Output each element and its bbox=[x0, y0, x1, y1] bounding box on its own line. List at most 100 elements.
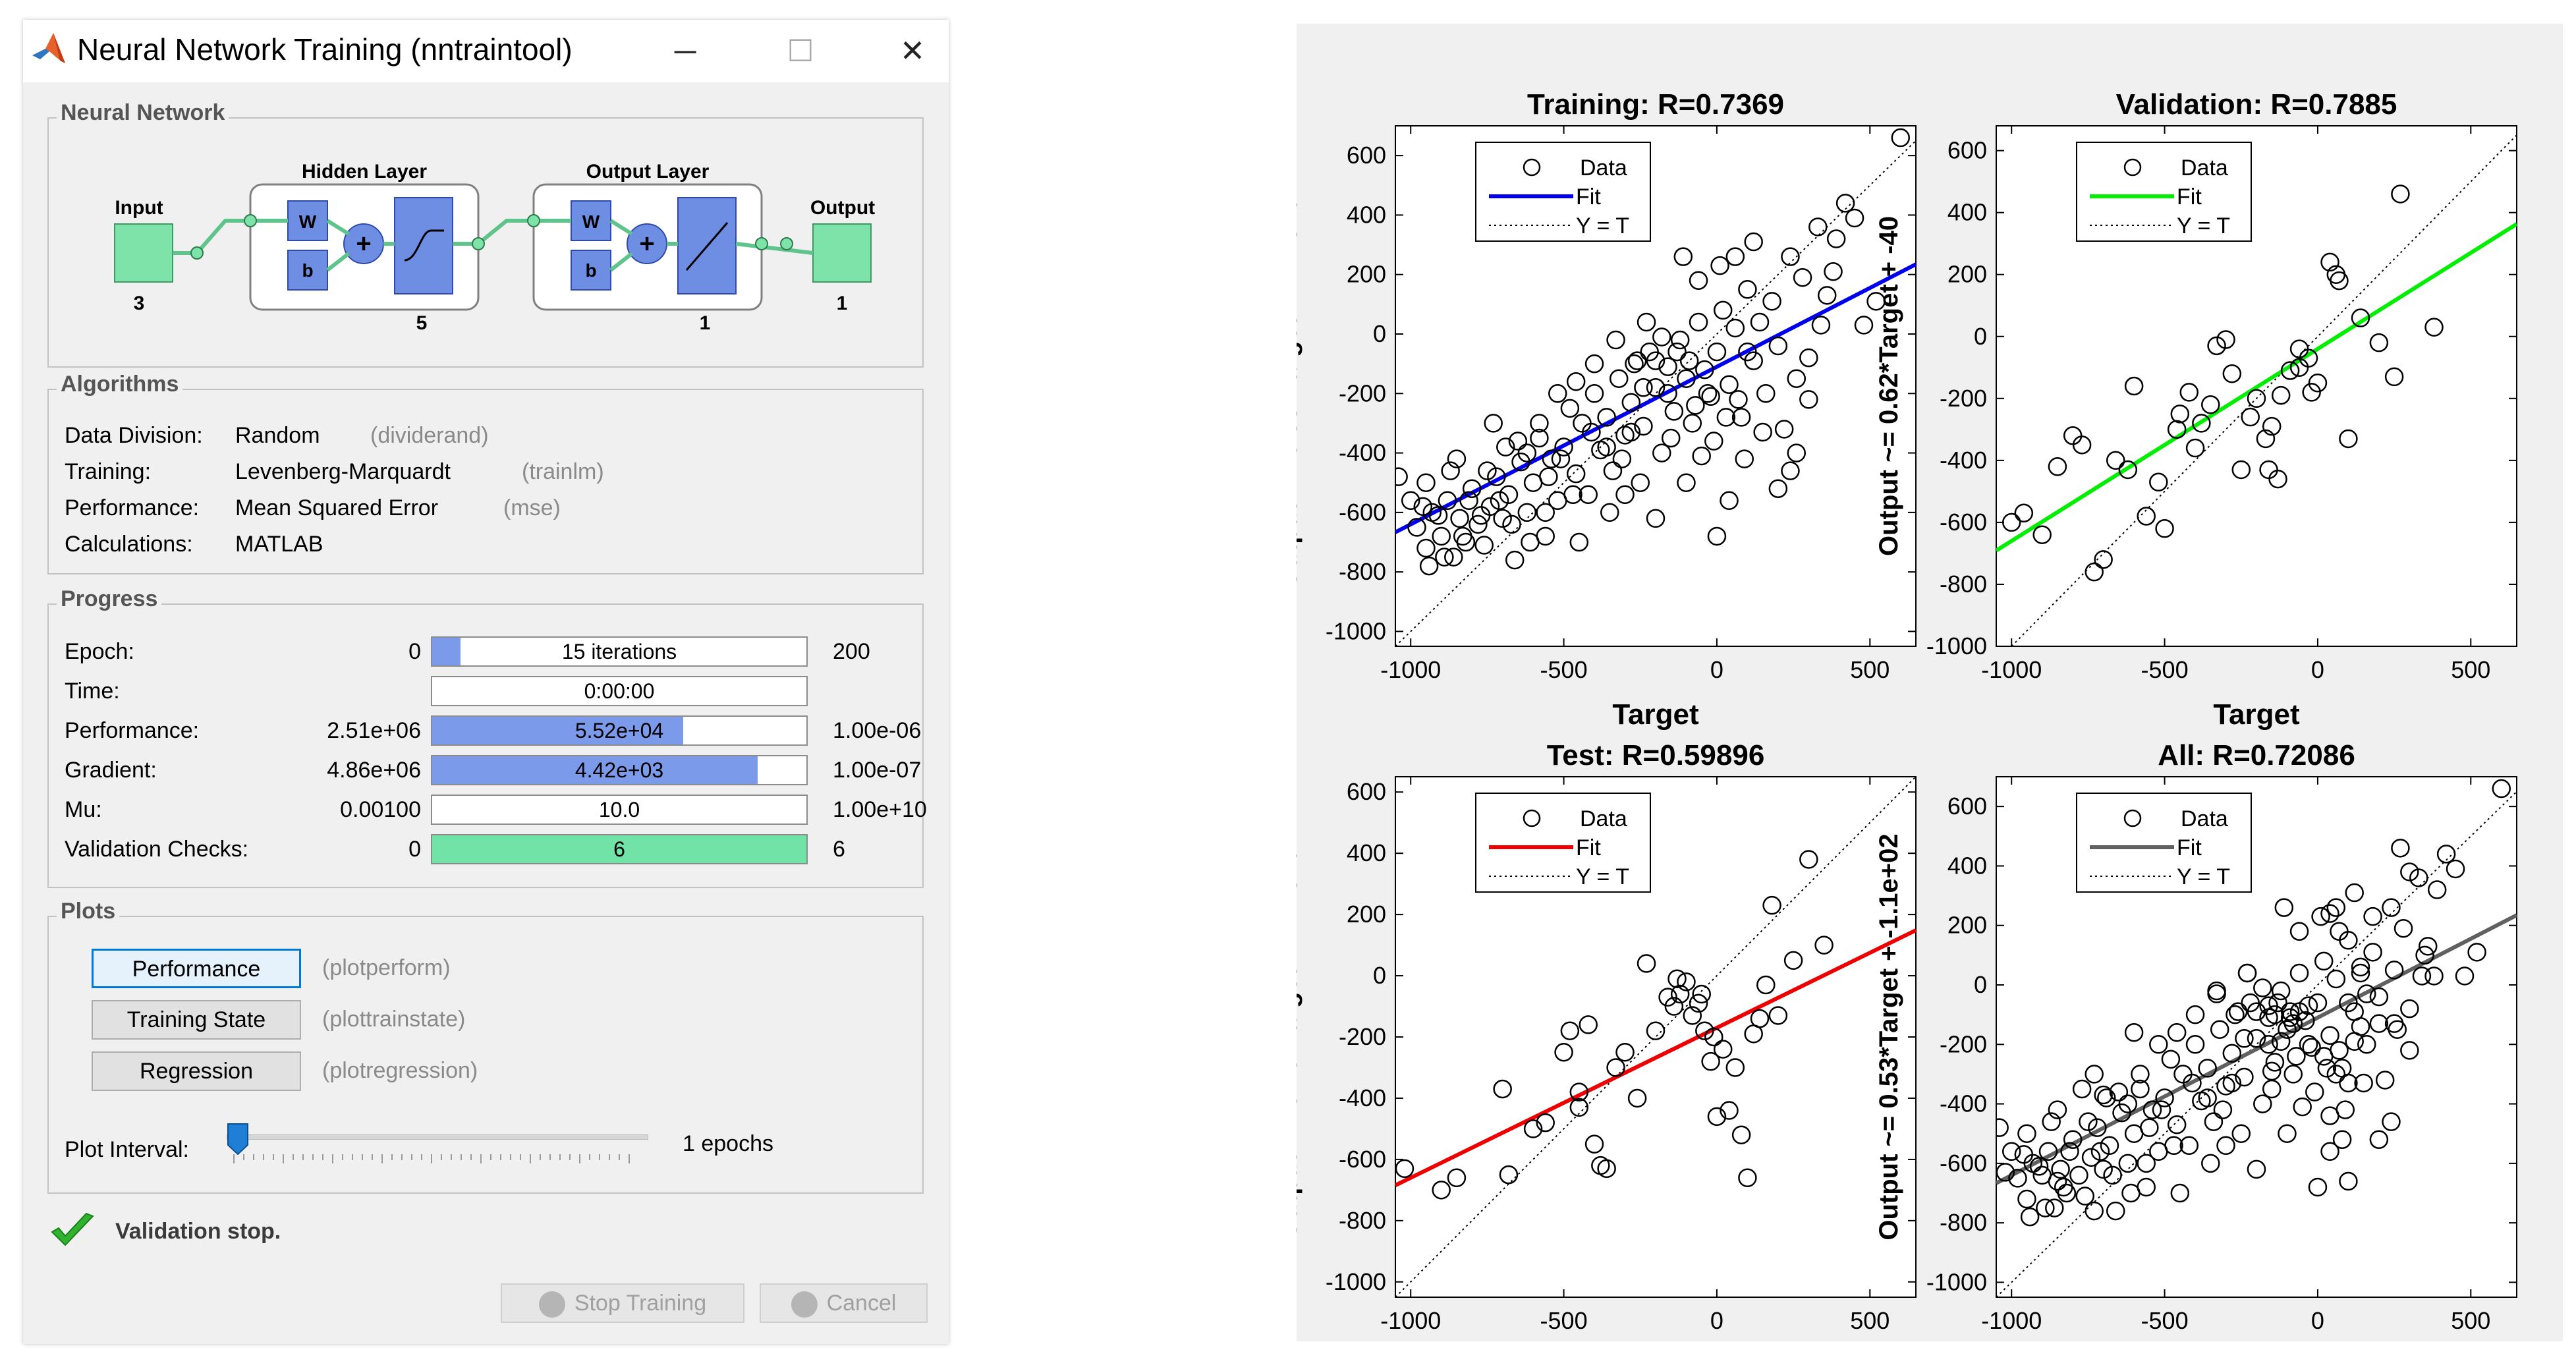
data-point bbox=[1637, 954, 1656, 973]
plot-interval-slider[interactable] bbox=[227, 1123, 648, 1167]
data-point bbox=[1686, 396, 1705, 415]
data-point bbox=[1824, 262, 1843, 281]
stop-training-button[interactable]: Stop Training bbox=[501, 1283, 744, 1323]
data-point bbox=[2121, 1183, 2141, 1203]
stop-icon bbox=[538, 1291, 565, 1318]
output-b-text: b bbox=[585, 260, 596, 281]
regression-plot-3: All: R=0.72086TargetOutput ~= 0.53*Targe… bbox=[1874, 739, 2517, 1369]
y-tick-label: -800 bbox=[1339, 558, 1386, 585]
data-point bbox=[1725, 247, 1745, 266]
data-point bbox=[2247, 1159, 2266, 1179]
data-point bbox=[2161, 1049, 2181, 1069]
data-point bbox=[2198, 1059, 2217, 1078]
data-point bbox=[2216, 330, 2235, 349]
data-point bbox=[1505, 550, 1525, 570]
slider-thumb[interactable] bbox=[227, 1123, 249, 1156]
data-point bbox=[1407, 518, 1426, 537]
x-tick-label: -1000 bbox=[1981, 656, 2042, 683]
data-point bbox=[1517, 503, 1537, 522]
slider-tick bbox=[589, 1154, 590, 1160]
data-point bbox=[1781, 247, 1800, 266]
legend-label: Data bbox=[1580, 155, 1627, 181]
slider-tick bbox=[362, 1154, 363, 1160]
data-point bbox=[2320, 904, 2339, 923]
data-point bbox=[1419, 556, 1439, 576]
data-point bbox=[1667, 342, 1687, 362]
y-tick-label: 600 bbox=[1947, 793, 1987, 820]
data-point bbox=[2149, 1035, 2168, 1054]
data-point bbox=[1606, 330, 1625, 350]
plot-axes-box bbox=[1395, 776, 1917, 1298]
data-point bbox=[1490, 491, 1509, 511]
data-point bbox=[2140, 1118, 2159, 1137]
data-point bbox=[2036, 1198, 2055, 1217]
slider-tick bbox=[312, 1154, 314, 1160]
data-point bbox=[1692, 446, 1711, 466]
regression-plot-2: Test: R=0.59896TargetOutput ~= 0.49*Targ… bbox=[1274, 739, 1917, 1369]
slider-tick bbox=[322, 1154, 323, 1160]
data-point bbox=[2253, 1094, 2272, 1113]
y-tick-label: -200 bbox=[1940, 1030, 1987, 1057]
data-point bbox=[2311, 907, 2330, 926]
y-tick-label: -400 bbox=[1339, 1084, 1386, 1111]
data-point bbox=[1579, 1015, 1598, 1034]
data-point bbox=[2103, 1165, 2122, 1185]
data-point bbox=[2235, 1067, 2254, 1087]
data-point bbox=[2326, 1065, 2346, 1084]
progress-bar-time: 0:00:00 bbox=[431, 676, 808, 706]
data-point bbox=[1395, 1159, 1414, 1179]
algo-label-data-division: Data Division: bbox=[65, 423, 203, 448]
data-point bbox=[2369, 333, 2389, 352]
data-point bbox=[2014, 503, 2034, 523]
data-point bbox=[2085, 562, 2104, 582]
regression-plot-button[interactable]: Regression bbox=[92, 1051, 301, 1091]
data-point bbox=[1597, 408, 1616, 427]
output-weight-block bbox=[571, 200, 611, 241]
data-point bbox=[1478, 461, 1497, 480]
data-point bbox=[1673, 247, 1693, 266]
data-point bbox=[2149, 472, 2168, 492]
data-point bbox=[1432, 1181, 1451, 1200]
legend-label: Data bbox=[2181, 155, 2228, 181]
data-point bbox=[1679, 351, 1699, 370]
data-point bbox=[1395, 467, 1408, 486]
data-point bbox=[1720, 491, 1739, 511]
tansig-curve-icon bbox=[404, 229, 444, 262]
legend-label: Fit bbox=[1576, 184, 1601, 210]
maximize-button[interactable]: ☐ bbox=[787, 34, 814, 68]
slider-tick bbox=[569, 1154, 571, 1160]
data-point bbox=[1566, 372, 1586, 391]
data-point bbox=[2090, 1142, 2110, 1161]
regression-plot-1: Validation: R=0.7885 Target Output ~= 0.62… bbox=[1874, 88, 2517, 731]
data-point bbox=[2185, 438, 2205, 458]
y-tick-label: -600 bbox=[1940, 509, 1987, 536]
data-point bbox=[2418, 937, 2438, 956]
x-tick-label: 0 bbox=[2311, 656, 2324, 683]
data-point bbox=[1793, 267, 1812, 287]
y-tick-label: -800 bbox=[1339, 1207, 1386, 1234]
hidden-plus-text: + bbox=[356, 229, 371, 258]
data-point bbox=[2045, 1198, 2064, 1217]
data-point bbox=[1707, 342, 1727, 362]
data-point bbox=[1646, 1021, 1666, 1040]
data-point bbox=[2320, 1142, 2339, 1161]
data-points bbox=[2002, 184, 2444, 582]
data-point bbox=[1756, 975, 1776, 995]
close-button[interactable]: ✕ bbox=[899, 34, 926, 68]
data-point bbox=[2308, 1177, 2328, 1197]
training-state-plot-button[interactable]: Training State bbox=[92, 1000, 301, 1040]
data-point bbox=[2142, 1100, 2162, 1119]
performance-plot-button[interactable]: Performance bbox=[92, 949, 301, 988]
minimize-button[interactable]: ─ bbox=[674, 34, 696, 68]
progress-value-mu: 10.0 bbox=[598, 798, 640, 822]
y-tick-label: 200 bbox=[1947, 261, 1987, 288]
y-tick-label: -1000 bbox=[1926, 1268, 1987, 1295]
data-point bbox=[2201, 1154, 2220, 1173]
slider-tick bbox=[461, 1154, 462, 1160]
slider-tick bbox=[520, 1154, 521, 1160]
data-point bbox=[1584, 354, 1604, 374]
cancel-button[interactable]: Cancel bbox=[760, 1283, 928, 1323]
data-point bbox=[1787, 369, 1806, 388]
hidden-w-text: W bbox=[299, 211, 317, 232]
data-point bbox=[2455, 966, 2475, 986]
